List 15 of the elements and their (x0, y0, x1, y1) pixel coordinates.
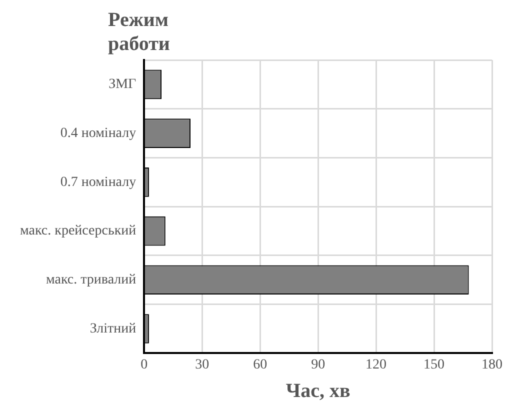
x-axis-title: Час, хв (286, 380, 350, 402)
y-tick-label: 0.7 номіналу (60, 174, 136, 190)
y-tick-label: макс. тривалий (46, 272, 137, 288)
y-tick-label: ЗМГ (108, 77, 136, 92)
y-tick-label: Злітний (90, 321, 137, 336)
x-tick-label: 60 (253, 357, 268, 372)
x-tick-label: 90 (311, 357, 326, 372)
y-tick-label: 0.4 номіналу (60, 126, 136, 141)
x-tick-label: 150 (424, 357, 445, 372)
y-tick-label: макс. крейсерський (20, 224, 137, 239)
y-axis-title: Режим работи (108, 8, 171, 56)
x-tick-label: 180 (482, 357, 502, 372)
x-tick-label: 30 (195, 357, 210, 372)
x-tick-label: 120 (366, 357, 387, 372)
x-tick-label: 0 (140, 357, 148, 372)
